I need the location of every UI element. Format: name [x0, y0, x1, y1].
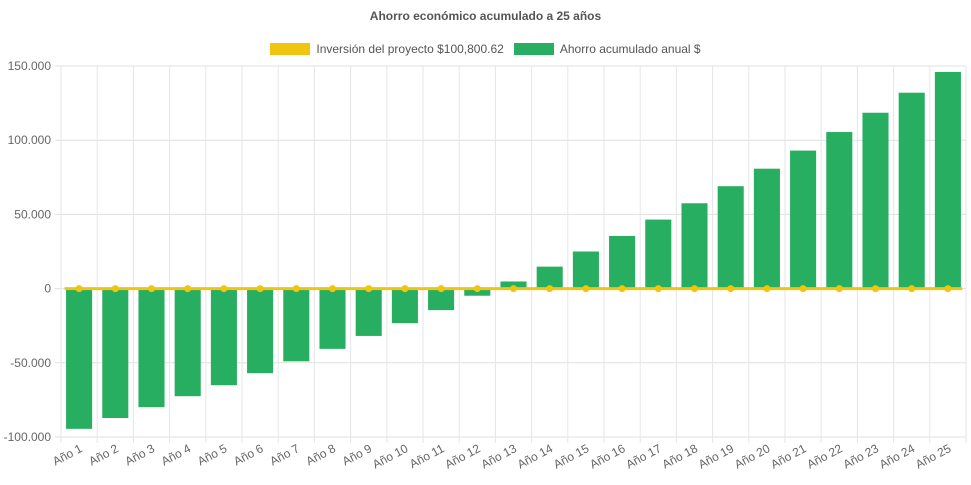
investment-point	[401, 285, 409, 293]
bar-savings	[572, 251, 599, 289]
bar-savings	[681, 203, 708, 289]
investment-point	[256, 285, 264, 293]
investment-point	[691, 285, 698, 293]
legend-label-investment: Inversión del proyecto $100,800.62	[316, 42, 504, 56]
bar-savings	[283, 288, 310, 362]
x-tick-label: Año 9	[340, 441, 375, 468]
bar-savings	[319, 288, 346, 349]
investment-point	[835, 285, 843, 293]
bar-savings	[66, 288, 93, 429]
x-tick-label: Año 3	[123, 441, 158, 468]
bar-savings	[753, 168, 780, 289]
investment-point	[727, 285, 735, 293]
investment-point	[329, 285, 336, 293]
investment-point	[292, 285, 300, 293]
investment-point	[654, 285, 662, 293]
y-tick-label: 100.000	[8, 133, 52, 147]
chart-title: Ahorro económico acumulado a 25 años	[369, 9, 602, 23]
x-tick-label: Año 20	[732, 441, 772, 471]
bar-savings	[355, 288, 382, 336]
bar-savings	[826, 132, 853, 289]
y-tick-label: -100.000	[4, 430, 52, 444]
x-tick-label: Año 4	[159, 441, 194, 468]
bar-savings	[391, 288, 418, 324]
bar-savings	[210, 288, 237, 386]
investment-point	[184, 285, 192, 293]
x-tick-label: Año 22	[805, 441, 845, 471]
x-tick-label: Año 18	[660, 441, 700, 471]
x-tick-label: Año 13	[479, 441, 519, 471]
x-tick-label: Año 25	[913, 441, 953, 471]
investment-point	[510, 285, 517, 293]
x-tick-label: Año 8	[304, 441, 339, 468]
x-tick-label: Año 19	[696, 441, 736, 471]
x-tick-label: Año 7	[267, 441, 302, 468]
investment-point	[220, 285, 228, 293]
x-tick-label: Año 11	[407, 441, 447, 471]
y-tick-label: 150.000	[8, 59, 52, 73]
investment-point	[908, 285, 916, 293]
x-tick-label: Año 15	[551, 441, 591, 471]
x-tick-label: Año 2	[86, 441, 121, 468]
investment-point	[546, 285, 554, 293]
x-tick-label: Año 5	[195, 441, 230, 468]
bar-savings	[428, 288, 455, 311]
legend-swatch-investment	[270, 43, 311, 55]
investment-point	[111, 285, 119, 293]
bar-savings	[898, 92, 925, 289]
bar-savings	[500, 281, 527, 289]
x-tick-label: Año 17	[624, 441, 664, 471]
investment-point	[437, 285, 445, 293]
bar-savings	[717, 186, 744, 289]
bar-savings	[934, 71, 961, 289]
investment-point	[872, 285, 879, 293]
x-tick-label: Año 21	[768, 441, 808, 471]
investment-point	[473, 285, 481, 293]
investment-point	[763, 285, 771, 293]
investment-point	[75, 285, 83, 293]
investment-point	[799, 285, 807, 293]
x-tick-label: Año 12	[443, 441, 483, 471]
bar-savings	[174, 288, 201, 397]
bar-savings	[102, 288, 129, 419]
x-tick-label: Año 23	[841, 441, 881, 471]
investment-point	[582, 285, 590, 293]
bar-savings	[645, 219, 672, 289]
legend: Inversión del proyecto $100,800.62 Ahorr…	[0, 42, 971, 56]
bar-savings	[862, 112, 889, 289]
investment-point	[944, 285, 952, 293]
x-tick-label: Año 1	[50, 441, 85, 468]
bar-savings	[609, 235, 636, 289]
y-tick-label: 0	[44, 282, 51, 296]
bar-savings	[138, 288, 165, 408]
investment-point	[618, 285, 626, 293]
investment-point	[365, 285, 373, 293]
y-tick-label: 50.000	[14, 207, 51, 221]
x-tick-label: Año 10	[370, 441, 410, 471]
bar-savings	[790, 150, 817, 289]
x-tick-label: Año 14	[515, 441, 555, 471]
investment-point	[148, 285, 155, 293]
x-tick-label: Año 6	[231, 441, 266, 468]
legend-item-investment[interactable]: Inversión del proyecto $100,800.62	[270, 42, 504, 56]
x-tick-label: Año 16	[587, 441, 627, 471]
bar-savings	[464, 288, 491, 296]
legend-item-savings[interactable]: Ahorro acumulado anual $	[513, 42, 701, 56]
legend-label-savings: Ahorro acumulado anual $	[559, 42, 701, 56]
bar-savings	[247, 288, 274, 374]
legend-swatch-savings	[513, 43, 554, 55]
bar-savings	[536, 266, 563, 289]
y-tick-label: -50.000	[10, 356, 51, 370]
x-tick-label: Año 24	[877, 441, 917, 471]
